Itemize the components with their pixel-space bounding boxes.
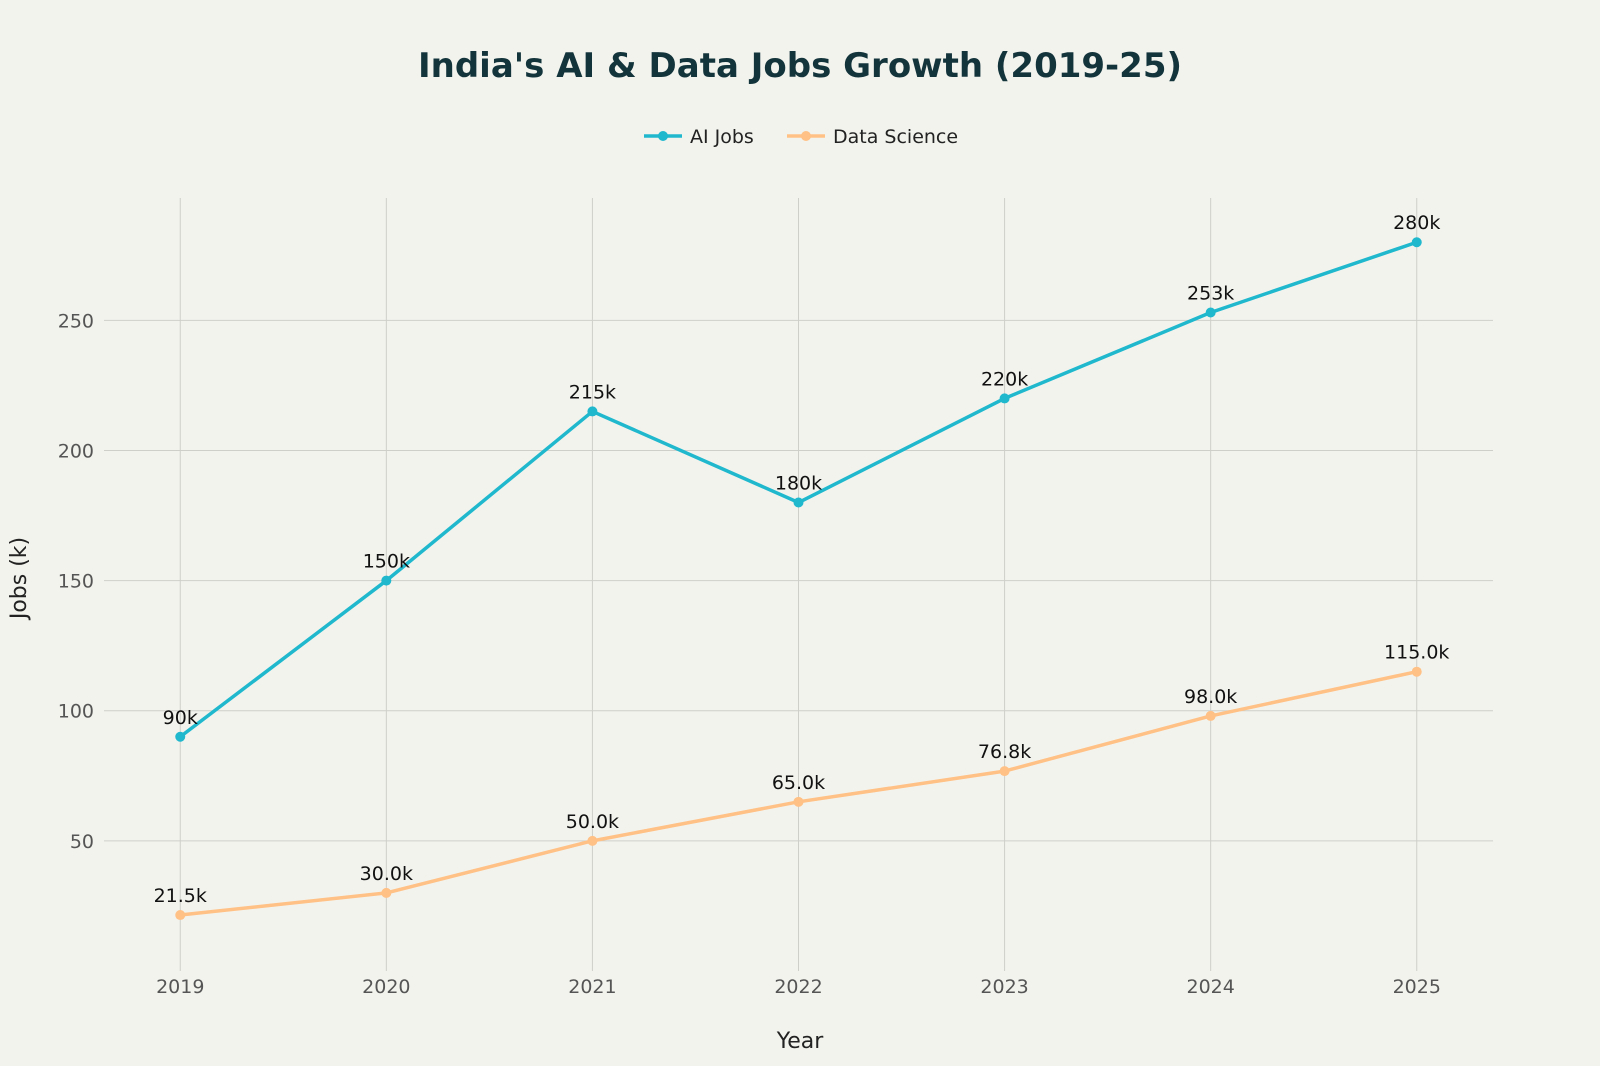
data-label: 180k [775,473,822,495]
data-label: 215k [569,381,616,403]
legend-label: AI Jobs [690,126,754,148]
data-label: 50.0k [566,811,619,833]
data-point[interactable] [381,887,392,898]
data-label: 150k [363,551,410,573]
series-data-science: 21.5k 30.0k 50.0k 65.0k 76.8k 98.0k 115.0k [154,642,1449,921]
x-tick-label: 2024 [1186,976,1234,998]
y-tick-label: 100 [58,701,94,723]
x-tick-label: 2023 [980,976,1028,998]
legend-item[interactable]: Data Science [787,126,958,148]
x-tick-label: 2020 [362,976,410,998]
data-point[interactable] [1411,666,1422,677]
data-point[interactable] [587,835,598,846]
data-point[interactable] [175,910,186,921]
legend-label: Data Science [833,126,958,148]
chart-title: India's AI & Data Jobs Growth (2019-25) [418,46,1182,86]
x-tick-label: 2022 [774,976,822,998]
data-label: 76.8k [978,741,1031,763]
data-label: 90k [163,707,198,729]
data-point[interactable] [999,766,1010,777]
data-point[interactable] [587,406,598,417]
series-ai-jobs: 90k 150k 215k 180k 220k 253k 280k [163,212,1440,742]
data-label: 220k [981,368,1028,390]
y-tick-label: 200 [58,440,94,462]
y-tick-label: 250 [58,310,94,332]
data-label: 98.0k [1184,686,1237,708]
data-point[interactable] [793,497,804,508]
x-tick-label: 2021 [568,976,616,998]
data-point[interactable] [1411,237,1422,248]
series-group: 90k 150k 215k 180k 220k 253k 280k 21.5k 30.0k 50.… [154,212,1449,921]
legend-item[interactable]: AI Jobs [644,126,754,148]
legend-marker [658,131,668,141]
data-label: 280k [1393,212,1440,234]
x-tick-label: 2019 [156,976,204,998]
data-point[interactable] [793,796,804,807]
data-point[interactable] [999,393,1010,404]
legend[interactable]: AI Jobs Data Science [644,126,958,148]
data-label: 115.0k [1384,642,1449,664]
x-tick-label: 2025 [1393,976,1441,998]
grid: 50 100 150 200 250 2019 2020 2021 2022 2023 2024 20… [58,198,1493,998]
data-label: 253k [1187,283,1234,305]
legend-marker [801,131,811,141]
data-point[interactable] [175,731,186,742]
y-tick-label: 150 [58,571,94,593]
data-label: 21.5k [154,885,207,907]
data-point[interactable] [1205,710,1216,721]
y-tick-label: 50 [70,831,94,853]
data-label: 65.0k [772,772,825,794]
data-label: 30.0k [360,863,413,885]
data-point[interactable] [381,575,392,586]
x-axis-label: Year [776,1029,825,1054]
y-axis-label: Jobs (k) [7,537,32,621]
data-point[interactable] [1205,307,1216,318]
